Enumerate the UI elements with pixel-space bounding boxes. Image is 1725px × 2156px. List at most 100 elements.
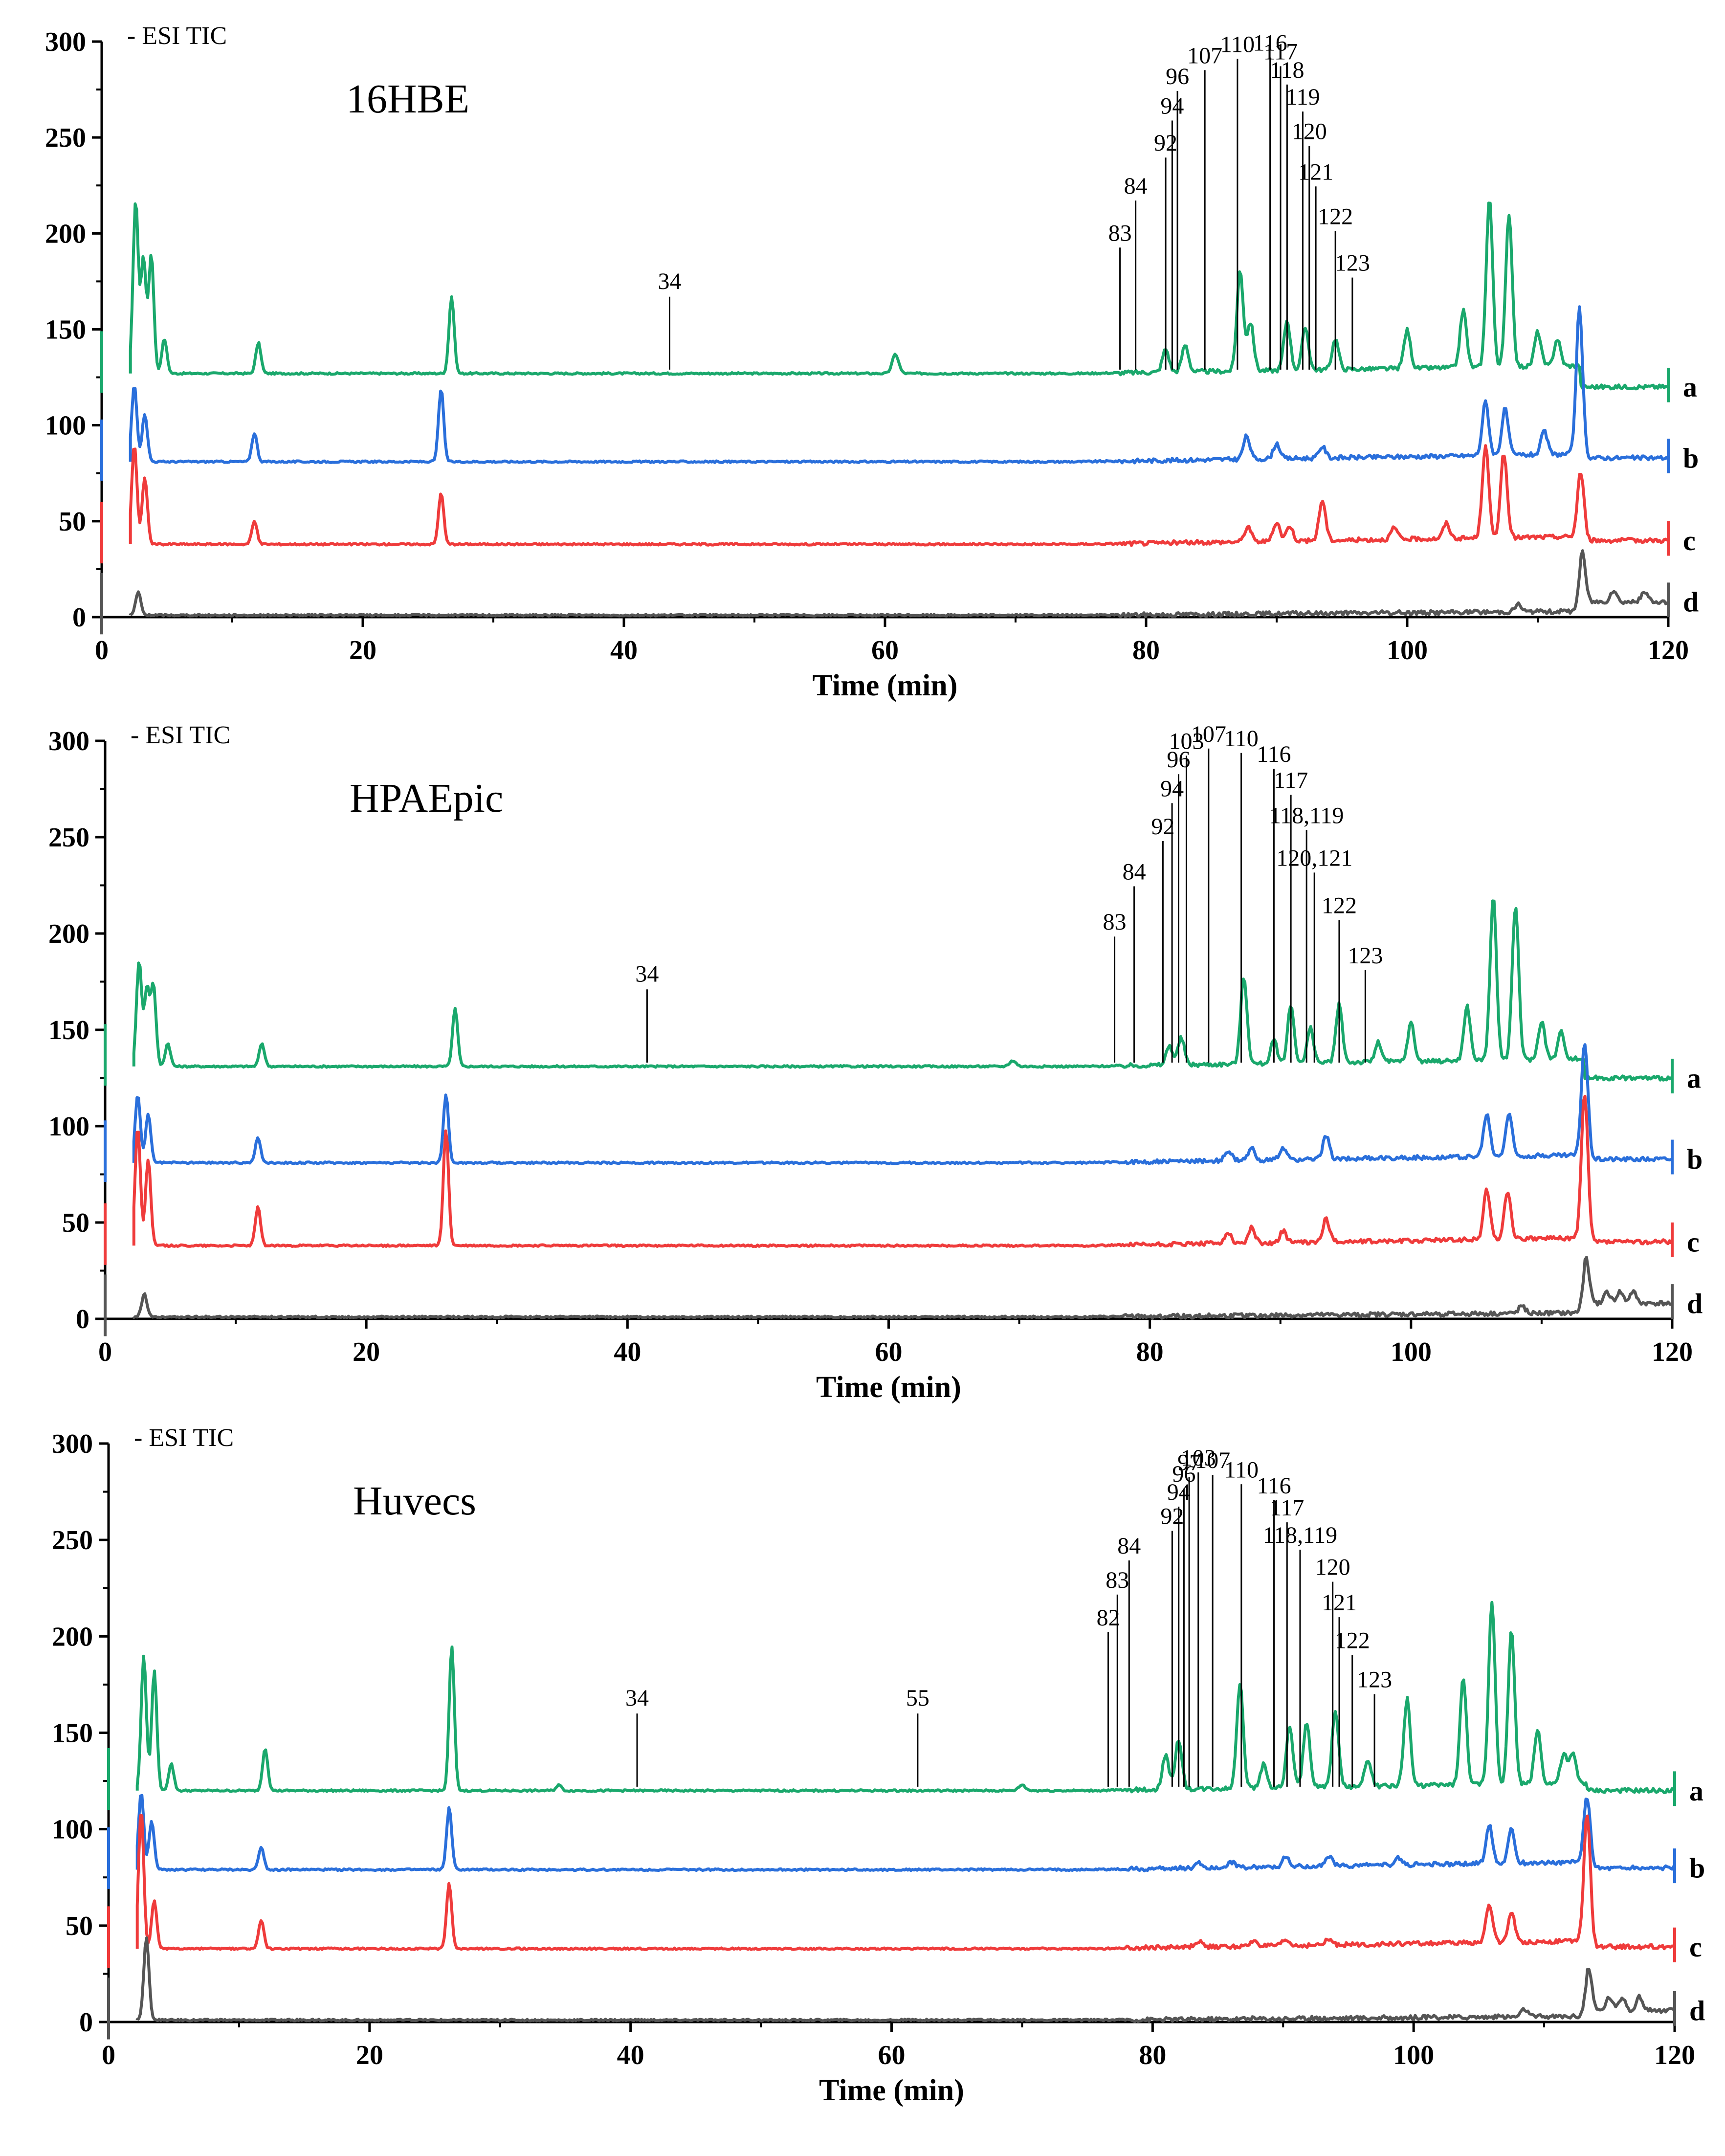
peak-label: 84 (1117, 1533, 1141, 1559)
trace-label-b: b (1689, 1852, 1705, 1884)
peak-label: 96 (1172, 1461, 1195, 1487)
peak-label: 123 (1348, 943, 1383, 969)
trace-label-a: a (1687, 1063, 1701, 1094)
trace-label-d: d (1689, 1995, 1705, 2026)
peak-label: 116 (1257, 1473, 1291, 1499)
trace-label-a: a (1689, 1775, 1703, 1807)
peak-label: 84 (1124, 173, 1148, 199)
peak-label: 107 (1195, 1447, 1230, 1473)
peak-label: 119 (1285, 84, 1320, 110)
x-tick-label: 20 (356, 2040, 383, 2070)
series-b-trace (107, 1794, 1676, 1889)
y-tick-label: 300 (48, 726, 89, 756)
peak-label: 97 (1177, 1450, 1201, 1476)
peak-label: 122 (1335, 1628, 1370, 1654)
y-tick-label: 150 (45, 315, 86, 345)
x-tick-label: 40 (614, 1337, 641, 1367)
x-tick-label: 40 (617, 2040, 644, 2070)
peak-label: 123 (1357, 1667, 1392, 1693)
trace-label-d: d (1687, 1288, 1703, 1319)
peak-label: 92 (1151, 814, 1174, 840)
y-tick-label: 50 (66, 1911, 93, 1941)
peak-label: 116 (1253, 30, 1287, 56)
y-tick-label: 0 (79, 2007, 93, 2038)
peak-label: 122 (1322, 892, 1357, 918)
peak-label: 107 (1187, 43, 1222, 68)
panel-title: Huvecs (353, 1478, 476, 1524)
x-tick-label: 20 (353, 1337, 380, 1367)
mode-label: - ESI TIC (127, 22, 227, 50)
y-tick-label: 100 (48, 1111, 89, 1142)
y-tick-label: 250 (48, 822, 89, 853)
chart-panel-1: 0 50 100 150 200 250 300 0 20 40 60 80 100 120 Time (m… (45, 22, 1699, 702)
trace-label-d: d (1683, 586, 1699, 618)
x-tick-label: 80 (1139, 2040, 1166, 2070)
mode-label: - ESI TIC (134, 1424, 234, 1452)
series-a-trace (104, 899, 1674, 1093)
peak-label: 96 (1166, 64, 1189, 89)
chart-panel-2: 0 50 100 150 200 250 300 0 20 40 60 80 100 120 Time (m… (48, 721, 1703, 1404)
x-tick-label: 100 (1387, 635, 1428, 666)
peak-label: 122 (1318, 203, 1353, 229)
peak-label: 118 (1270, 57, 1304, 83)
peak-label: 92 (1160, 1504, 1184, 1530)
trace-label-a: a (1683, 371, 1697, 403)
series-a-trace (107, 1600, 1676, 1810)
series-a-trace (100, 201, 1670, 402)
trace-label-c: c (1683, 525, 1696, 556)
x-tick-label: 120 (1652, 1337, 1693, 1367)
series-c-trace (104, 1094, 1674, 1265)
peak-label: 83 (1108, 220, 1132, 246)
y-tick-label: 100 (45, 411, 86, 441)
y-tick-label: 0 (76, 1304, 89, 1334)
trace-label-c: c (1689, 1931, 1702, 1963)
peak-label: 121 (1322, 1590, 1357, 1616)
peak-label: 103 (1181, 1445, 1216, 1471)
peak-label: 117 (1274, 767, 1308, 793)
series-b-trace (104, 1043, 1674, 1182)
peak-label: 103 (1169, 728, 1204, 754)
trace-label-b: b (1683, 442, 1699, 474)
y-tick-label: 250 (45, 123, 86, 153)
x-tick-label: 60 (875, 1337, 903, 1367)
peak-label: 55 (906, 1685, 929, 1711)
peak-label: 120,121 (1276, 845, 1352, 871)
y-tick-label: 300 (52, 1429, 93, 1459)
x-tick-label: 60 (871, 635, 899, 666)
peak-label: 120 (1315, 1555, 1350, 1580)
y-tick-label: 250 (52, 1525, 93, 1556)
y-tick-label: 150 (52, 1718, 93, 1749)
peak-label: 34 (658, 268, 681, 294)
x-tick-label: 40 (610, 635, 638, 666)
x-tick-label: 20 (349, 635, 376, 666)
x-tick-label: 100 (1393, 2040, 1434, 2070)
peak-label: 94 (1167, 1479, 1191, 1505)
peak-label: 83 (1106, 1567, 1129, 1593)
series-c-trace (107, 1814, 1676, 1968)
chart-panel-3: 0 50 100 150 200 250 300 0 20 40 60 80 100 120 Time (m… (52, 1424, 1705, 2107)
x-tick-label: 100 (1391, 1337, 1432, 1367)
y-tick-label: 0 (72, 602, 86, 633)
y-tick-label: 200 (52, 1622, 93, 1652)
peak-label: 84 (1123, 859, 1146, 885)
x-tick-label: 120 (1648, 635, 1689, 666)
y-tick-label: 300 (45, 27, 86, 57)
x-tick-label: 0 (98, 1337, 112, 1367)
peak-label: 120 (1292, 119, 1327, 145)
trace-label-b: b (1687, 1143, 1703, 1175)
trace-label-c: c (1687, 1226, 1700, 1258)
mode-label: - ESI TIC (131, 721, 230, 749)
peak-label: 110 (1220, 31, 1255, 57)
peak-label: 121 (1298, 159, 1333, 185)
x-tick-label: 0 (102, 2040, 115, 2070)
peak-label: 110 (1224, 1457, 1259, 1483)
y-tick-label: 50 (62, 1208, 89, 1238)
y-tick-label: 100 (52, 1815, 93, 1845)
peak-label: 110 (1224, 726, 1259, 752)
panel-title: HPAEpic (350, 776, 503, 821)
x-axis-title: Time (min) (819, 2074, 964, 2107)
x-tick-label: 120 (1654, 2040, 1695, 2070)
peak-label: 117 (1263, 39, 1298, 65)
x-tick-label: 80 (1136, 1337, 1164, 1367)
x-axis-title: Time (min) (816, 1371, 961, 1404)
